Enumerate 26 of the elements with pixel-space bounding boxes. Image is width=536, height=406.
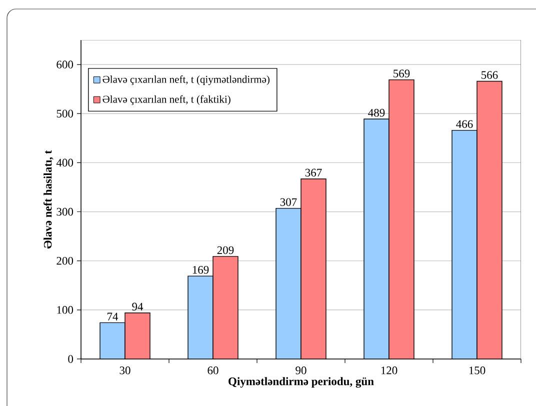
legend-label: Əlavə çıxarılan neft, t (qiymətləndirmə) bbox=[102, 75, 270, 86]
x-tick-label: 30 bbox=[120, 366, 130, 374]
data-label: 209 bbox=[217, 246, 234, 254]
y-tick-label: 200 bbox=[56, 256, 74, 265]
y-tick-label: 0 bbox=[68, 355, 74, 363]
x-tick-label: 150 bbox=[469, 366, 486, 374]
data-label: 94 bbox=[132, 302, 144, 310]
data-label: 74 bbox=[108, 312, 118, 320]
data-label: 569 bbox=[394, 70, 410, 78]
x-axis-title: Qiymətləndirmə periodu, gün bbox=[228, 377, 374, 388]
data-label: 466 bbox=[456, 120, 473, 128]
y-tick-label: 500 bbox=[56, 110, 74, 118]
y-tick-label: 400 bbox=[56, 158, 74, 167]
data-label: 566 bbox=[482, 71, 498, 79]
data-label: 307 bbox=[280, 198, 297, 206]
x-tick-label: 60 bbox=[208, 366, 218, 374]
x-tick-label: 120 bbox=[381, 366, 398, 374]
y-tick-label: 100 bbox=[57, 306, 74, 314]
data-label: 367 bbox=[305, 168, 322, 177]
y-axis-title: Əlavə neft hasilatı, t bbox=[43, 150, 54, 248]
y-tick-label: 300 bbox=[56, 208, 74, 216]
data-label: 169 bbox=[192, 266, 209, 274]
data-label: 489 bbox=[368, 108, 385, 117]
x-tick-label: 90 bbox=[296, 366, 306, 374]
legend-label: Əlavə çıxarılan neft, t (faktiki) bbox=[102, 95, 230, 105]
y-tick-label: 600 bbox=[56, 60, 74, 68]
